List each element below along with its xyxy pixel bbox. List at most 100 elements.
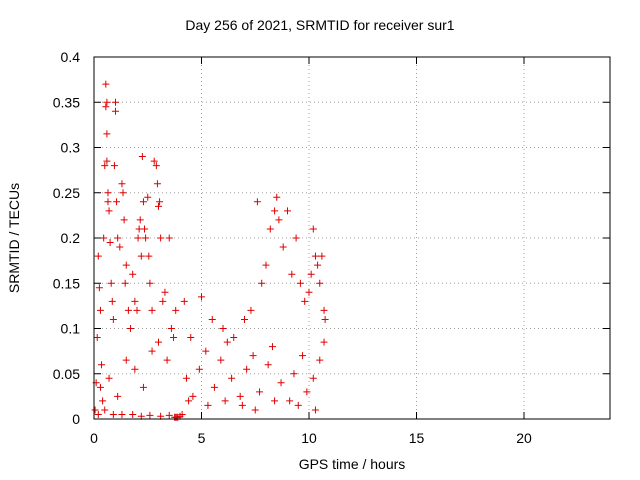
data-point <box>156 198 164 206</box>
data-point <box>116 243 124 251</box>
data-point <box>112 98 119 106</box>
data-point <box>236 392 244 400</box>
data-point <box>217 356 225 364</box>
data-point <box>127 325 135 332</box>
y-tick-label: 0 <box>72 411 80 427</box>
data-point <box>305 288 313 296</box>
x-axis-label: GPS time / hours <box>298 456 406 472</box>
y-tick-label: 0.4 <box>61 49 81 65</box>
data-point <box>148 306 156 314</box>
chart-title: Day 256 of 2021, SRMTID for receiver sur… <box>185 17 455 33</box>
data-point <box>316 279 324 287</box>
data-point <box>148 347 156 355</box>
y-tick-label: 0.2 <box>61 230 81 246</box>
data-point <box>307 270 315 278</box>
data-point <box>108 297 116 305</box>
y-axis-label: SRMTID / TECUs <box>6 182 22 294</box>
data-point <box>264 361 272 369</box>
data-point <box>96 306 104 314</box>
data-point <box>320 306 328 314</box>
data-point <box>98 361 106 369</box>
data-point <box>247 306 255 314</box>
data-point <box>150 157 158 165</box>
data-point <box>318 252 326 260</box>
data-point <box>198 293 205 301</box>
data-point <box>202 347 210 355</box>
data-point <box>100 234 108 242</box>
data-point <box>104 189 112 197</box>
x-tick-label: 15 <box>409 430 425 446</box>
data-point <box>122 261 130 269</box>
axis-ticks: 0 5 10 15 20 0 0.05 0.1 0.15 0.2 0.25 0.3 0.35 0.4 <box>53 49 610 446</box>
data-point <box>271 207 279 215</box>
data-point <box>112 107 119 115</box>
data-point <box>210 383 218 391</box>
data-point <box>314 261 322 269</box>
data-point <box>243 365 251 373</box>
data-point <box>266 225 274 233</box>
data-point <box>155 338 162 346</box>
data-point <box>311 406 319 414</box>
y-tick-label: 0.1 <box>61 321 81 337</box>
data-point <box>114 392 122 400</box>
data-point <box>290 370 298 378</box>
data-points <box>91 80 329 421</box>
y-tick-label: 0.15 <box>53 275 80 291</box>
data-point <box>94 410 102 418</box>
data-point <box>320 338 328 346</box>
data-point <box>258 279 266 287</box>
data-point <box>139 198 147 206</box>
x-tick-label: 10 <box>301 430 317 446</box>
data-point <box>124 306 132 314</box>
data-point <box>131 365 139 373</box>
data-point <box>268 343 276 351</box>
data-point <box>120 216 128 224</box>
data-point <box>153 180 161 188</box>
data-point <box>279 243 287 251</box>
data-point <box>208 315 216 323</box>
data-point <box>134 234 142 242</box>
data-point <box>110 162 118 170</box>
data-point <box>131 297 139 305</box>
data-point <box>292 234 300 242</box>
data-point <box>249 352 257 360</box>
data-point <box>133 306 141 314</box>
data-point <box>178 410 186 418</box>
data-point <box>141 225 149 233</box>
data-point <box>163 356 171 364</box>
data-point <box>303 388 311 396</box>
y-tick-label: 0.25 <box>53 185 80 201</box>
y-tick-label: 0.05 <box>53 366 80 382</box>
data-point <box>145 252 153 260</box>
data-point <box>107 279 115 287</box>
data-point <box>119 189 127 197</box>
data-point <box>146 411 154 419</box>
data-point <box>129 410 137 418</box>
y-tick-label: 0.35 <box>53 94 80 110</box>
data-point <box>161 288 169 296</box>
data-point <box>121 279 129 287</box>
data-point <box>273 193 281 201</box>
data-point <box>165 411 173 419</box>
data-point <box>118 180 126 188</box>
data-point <box>223 338 231 346</box>
data-point <box>139 383 147 391</box>
data-point <box>129 270 137 278</box>
data-point <box>94 252 102 260</box>
data-point <box>136 216 144 224</box>
x-tick-label: 0 <box>90 430 98 446</box>
data-point <box>180 297 188 305</box>
y-tick-label: 0.3 <box>61 140 81 156</box>
data-point <box>238 401 246 409</box>
data-point <box>109 410 117 418</box>
data-point <box>114 234 122 242</box>
data-point <box>230 334 238 342</box>
x-tick-label: 5 <box>198 430 206 446</box>
data-point <box>103 157 111 165</box>
data-point <box>96 383 104 391</box>
data-point <box>102 80 110 88</box>
data-point <box>152 162 160 170</box>
data-point <box>288 270 296 278</box>
data-point <box>137 252 145 260</box>
